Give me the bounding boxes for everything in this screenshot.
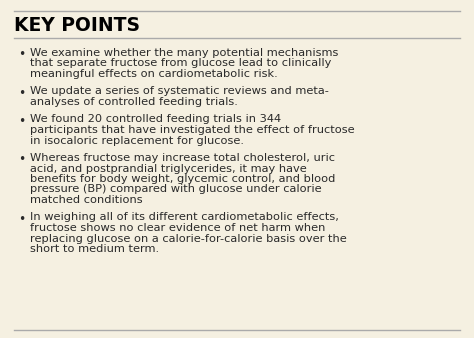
Text: •: • <box>18 115 25 127</box>
Text: KEY POINTS: KEY POINTS <box>14 16 140 35</box>
Text: that separate fructose from glucose lead to clinically: that separate fructose from glucose lead… <box>30 58 331 69</box>
Text: We examine whether the many potential mechanisms: We examine whether the many potential me… <box>30 48 338 58</box>
Text: •: • <box>18 213 25 225</box>
Text: We update a series of systematic reviews and meta-: We update a series of systematic reviews… <box>30 87 329 97</box>
Text: acid, and postprandial triglycerides, it may have: acid, and postprandial triglycerides, it… <box>30 164 307 173</box>
Text: in isocaloric replacement for glucose.: in isocaloric replacement for glucose. <box>30 136 244 145</box>
Text: benefits for body weight, glycemic control, and blood: benefits for body weight, glycemic contr… <box>30 174 336 184</box>
Text: pressure (BP) compared with glucose under calorie: pressure (BP) compared with glucose unde… <box>30 185 322 194</box>
Text: analyses of controlled feeding trials.: analyses of controlled feeding trials. <box>30 97 238 107</box>
Text: fructose shows no clear evidence of net harm when: fructose shows no clear evidence of net … <box>30 223 325 233</box>
Text: •: • <box>18 153 25 166</box>
Text: We found 20 controlled feeding trials in 344: We found 20 controlled feeding trials in… <box>30 115 281 124</box>
Text: Whereas fructose may increase total cholesterol, uric: Whereas fructose may increase total chol… <box>30 153 335 163</box>
Text: •: • <box>18 87 25 99</box>
Text: participants that have investigated the effect of fructose: participants that have investigated the … <box>30 125 355 135</box>
Text: short to medium term.: short to medium term. <box>30 244 159 254</box>
Text: In weighing all of its different cardiometabolic effects,: In weighing all of its different cardiom… <box>30 213 339 222</box>
Text: replacing glucose on a calorie-for-calorie basis over the: replacing glucose on a calorie-for-calor… <box>30 234 347 243</box>
Text: •: • <box>18 48 25 61</box>
Text: matched conditions: matched conditions <box>30 195 143 205</box>
Text: meaningful effects on cardiometabolic risk.: meaningful effects on cardiometabolic ri… <box>30 69 278 79</box>
